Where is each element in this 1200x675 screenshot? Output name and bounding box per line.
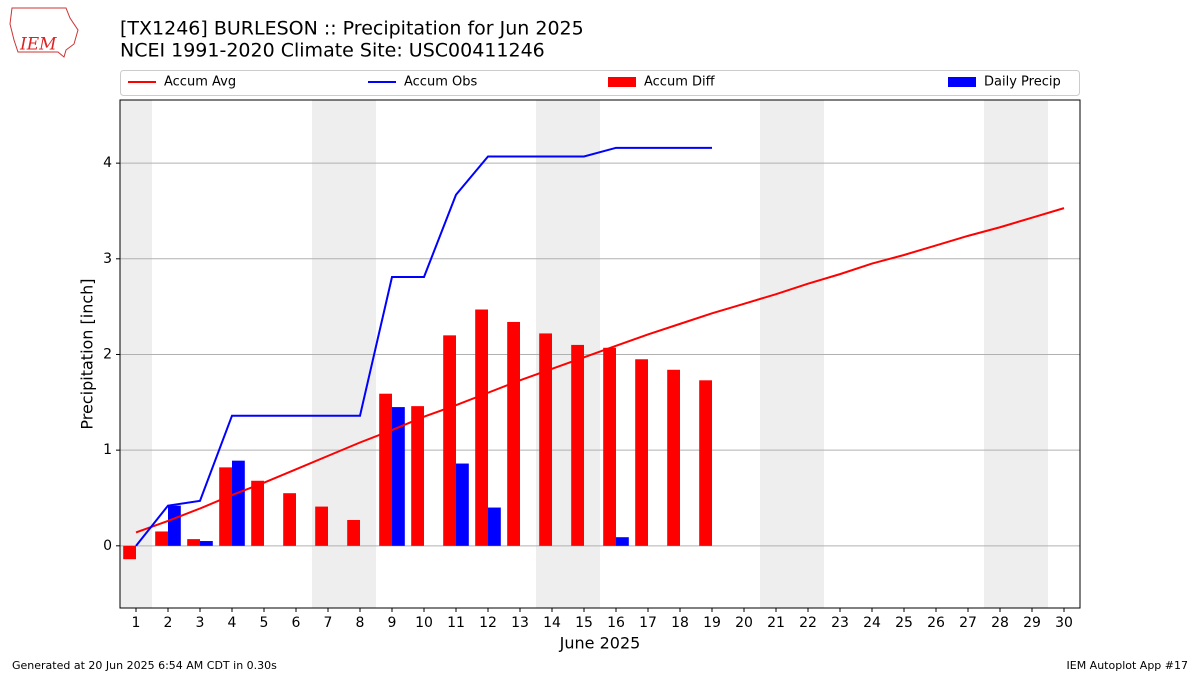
x-axis-label: June 2025 <box>559 634 641 653</box>
bar <box>347 519 360 546</box>
x-tick-label: 22 <box>799 615 817 631</box>
bar <box>443 335 456 546</box>
chart-title: [TX1246] BURLESON :: Precipitation for J… <box>120 18 584 40</box>
x-tick-label: 30 <box>1055 615 1073 631</box>
bar <box>616 537 629 546</box>
legend-label: Accum Obs <box>404 75 477 90</box>
footer-left: Generated at 20 Jun 2025 6:54 AM CDT in … <box>12 659 277 672</box>
bar <box>232 460 245 546</box>
logo-outline <box>9 7 79 58</box>
y-tick-label: 3 <box>103 251 112 267</box>
legend-label: Accum Diff <box>644 75 716 90</box>
x-tick-label: 5 <box>260 615 269 631</box>
footer-right: IEM Autoplot App #17 <box>1067 659 1189 672</box>
bar <box>699 380 712 546</box>
x-tick-label: 10 <box>415 615 433 631</box>
x-tick-label: 24 <box>863 615 881 631</box>
x-tick-label: 12 <box>479 615 497 631</box>
bar <box>456 463 469 546</box>
logo-text: IEM <box>19 35 57 55</box>
bar <box>219 467 232 546</box>
bar <box>155 531 168 546</box>
bar <box>539 333 552 546</box>
bar <box>667 369 680 546</box>
x-tick-label: 27 <box>959 615 977 631</box>
x-tick-label: 2 <box>164 615 173 631</box>
y-tick-label: 2 <box>103 346 112 362</box>
legend-label: Daily Precip <box>984 75 1061 90</box>
bar <box>168 505 181 546</box>
y-axis-label: Precipitation [inch] <box>78 278 97 429</box>
x-tick-label: 18 <box>671 615 689 631</box>
bar <box>488 507 501 546</box>
legend-swatch <box>948 77 976 87</box>
x-tick-label: 16 <box>607 615 625 631</box>
logo: IEM <box>9 7 79 58</box>
x-tick-label: 7 <box>324 615 333 631</box>
legend-swatch <box>608 77 636 87</box>
x-tick-label: 8 <box>356 615 365 631</box>
bar <box>379 393 392 546</box>
line <box>135 207 1065 534</box>
x-tick-label: 4 <box>228 615 237 631</box>
x-tick-label: 29 <box>1023 615 1041 631</box>
x-tick-label: 14 <box>543 615 561 631</box>
bar <box>507 321 520 546</box>
x-tick-label: 25 <box>895 615 913 631</box>
bar <box>635 359 648 546</box>
bar <box>392 407 405 546</box>
bar <box>251 480 264 546</box>
y-tick-label: 4 <box>103 155 112 171</box>
chart-subtitle: NCEI 1991-2020 Climate Site: USC00411246 <box>120 40 545 62</box>
x-tick-label: 23 <box>831 615 849 631</box>
x-tick-label: 11 <box>447 615 465 631</box>
bar <box>123 545 136 560</box>
x-tick-label: 6 <box>292 615 301 631</box>
line <box>135 146 712 547</box>
x-tick-label: 9 <box>388 615 397 631</box>
y-tick-label: 1 <box>103 442 112 458</box>
x-tick-label: 20 <box>735 615 753 631</box>
bar <box>315 506 328 546</box>
legend-box <box>120 70 1080 96</box>
legend-label: Accum Avg <box>164 75 236 90</box>
bar <box>187 539 200 546</box>
bar <box>603 347 616 546</box>
x-tick-label: 28 <box>991 615 1009 631</box>
x-tick-label: 15 <box>575 615 593 631</box>
x-tick-label: 17 <box>639 615 657 631</box>
x-tick-label: 1 <box>132 615 141 631</box>
y-tick-label: 0 <box>103 538 112 554</box>
bar <box>475 309 488 546</box>
bar <box>411 406 424 546</box>
bar <box>571 344 584 546</box>
bar <box>200 541 213 546</box>
plot-frame <box>119 99 1081 609</box>
x-tick-label: 21 <box>767 615 785 631</box>
x-tick-label: 19 <box>703 615 721 631</box>
bar <box>283 493 296 546</box>
x-tick-label: 26 <box>927 615 945 631</box>
x-tick-label: 13 <box>511 615 529 631</box>
x-tick-label: 3 <box>196 615 205 631</box>
